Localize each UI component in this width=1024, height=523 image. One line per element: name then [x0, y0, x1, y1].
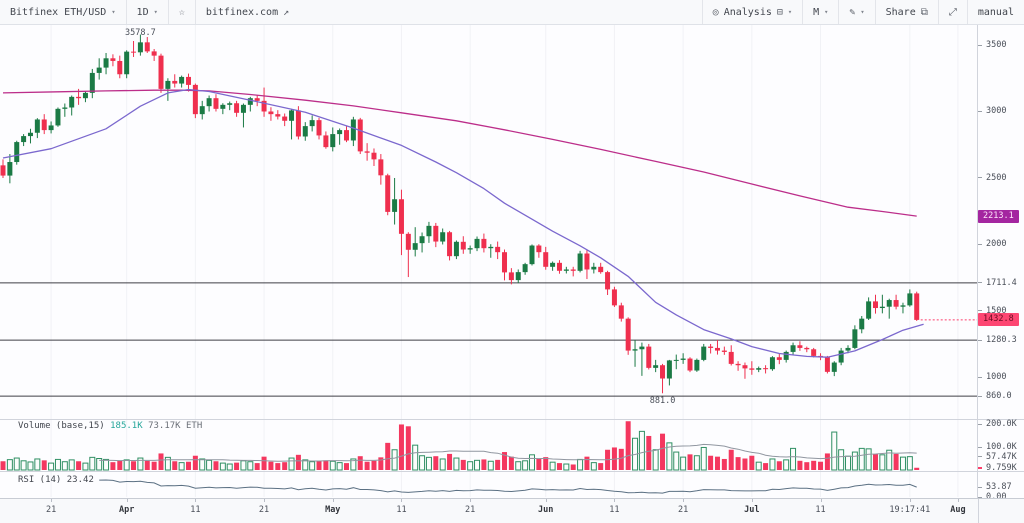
chevron-down-icon: ▾ [860, 8, 865, 16]
chart-style-label: M [813, 6, 820, 18]
fullscreen-button[interactable]: ⤢ [939, 0, 967, 24]
eye-icon: ◎ [712, 6, 719, 18]
time-tick-label: Aug [950, 505, 966, 515]
axis-tick-label: 1000 [978, 372, 1006, 382]
toolbar-divider [937, 0, 939, 24]
toolbar-divider [838, 0, 840, 24]
time-tick-mark [909, 499, 911, 502]
time-axis[interactable]: 21 Apr 11 21 May 11 21 Jun 11 21 Jul 11 19:17:41 Aug [0, 498, 1024, 523]
chart-canvas[interactable] [0, 25, 1024, 498]
volume-legend: Volume (base,15) 185.1K 73.17K ETH [18, 421, 202, 431]
time-tick-label: 11 [609, 505, 620, 515]
axis-tick-label: 3000 [978, 106, 1006, 116]
chevron-down-icon: ▾ [111, 8, 116, 16]
axis-tick-label: 1500 [978, 306, 1006, 316]
time-tick-mark [614, 499, 616, 502]
axis-tick-label: 9.759K [978, 463, 1017, 473]
source-link[interactable]: bitfinex.com ↗ [196, 0, 299, 24]
panel-layout-icon: ⊟ [776, 6, 783, 18]
chart-area[interactable]: 3578.7 881.0 Volume (base,15) 185.1K 73.… [0, 25, 1024, 502]
axis-tick-label: 57.47K [978, 452, 1017, 462]
rsi-legend: RSI (14) 23.42 [18, 475, 94, 485]
toolbar-divider [802, 0, 804, 24]
toolbar-divider [125, 0, 127, 24]
symbol-label: Bitfinex ETH/USD [10, 6, 107, 18]
axis-tick-label: 53.87 [978, 482, 1012, 492]
axis-tick-label: 1711.4 [978, 278, 1017, 288]
axis-corner-divider [978, 499, 979, 523]
axis-tick-label: 2500 [978, 173, 1006, 183]
time-tick-mark [470, 499, 472, 502]
chevron-down-icon: ▾ [824, 8, 829, 16]
time-tick-label: 11 [396, 505, 407, 515]
time-tick-mark [683, 499, 685, 502]
volume-ma-value: 185.1K [110, 421, 143, 431]
time-tick-mark [51, 499, 53, 502]
time-tick-label: 19:17:41 [889, 505, 931, 515]
time-tick-label: 21 [678, 505, 689, 515]
interval-label: 1D [136, 6, 149, 18]
toolbar-divider [874, 0, 876, 24]
time-tick-mark [332, 499, 334, 502]
time-tick-label: 21 [258, 505, 270, 515]
time-tick-mark [264, 499, 266, 502]
axis-tick-label: 200.0K [978, 419, 1017, 429]
time-tick-label: May [325, 505, 341, 515]
axis-tick-label: 2000 [978, 239, 1006, 249]
time-tick-mark [545, 499, 547, 502]
axis-tick-label: 3500 [978, 40, 1006, 50]
draw-button[interactable]: ✎ ▾ [839, 0, 874, 24]
axis-tick-label: 1280.3 [978, 335, 1017, 345]
external-link-icon: ↗ [283, 6, 290, 18]
low-annotation: 881.0 [649, 396, 676, 407]
toolbar-divider [966, 0, 968, 24]
favorite-button[interactable]: ☆ [169, 0, 195, 24]
chart-style-button[interactable]: M ▾ [803, 0, 838, 24]
source-link-label: bitfinex.com [205, 6, 279, 18]
price-badge: 1432.8 [978, 313, 1019, 327]
time-tick-label: 21 [45, 505, 57, 515]
time-tick-label: Apr [118, 505, 135, 515]
pencil-icon: ✎ [849, 6, 856, 18]
manual-button[interactable]: manual [977, 6, 1014, 18]
symbol-selector[interactable]: Bitfinex ETH/USD ▾ [0, 0, 126, 24]
time-tick-mark [401, 499, 403, 502]
toolbar-divider [194, 0, 196, 24]
time-tick-label: 11 [190, 505, 201, 515]
expand-arrows-icon: ⤢ [948, 6, 957, 18]
time-tick-mark [957, 499, 959, 502]
time-tick-label: Jun [538, 505, 554, 515]
interval-selector[interactable]: 1D ▾ [127, 0, 168, 24]
time-tick-label: Jul [744, 505, 760, 515]
chevron-down-icon: ▾ [153, 8, 158, 16]
toolbar-spacer [299, 0, 702, 24]
time-tick-label: 21 [465, 505, 476, 515]
toolbar: Bitfinex ETH/USD ▾ 1D ▾ ☆ bitfinex.com ↗… [0, 0, 1024, 25]
chevron-down-icon: ▾ [787, 8, 793, 16]
star-icon: ☆ [178, 6, 185, 18]
time-tick-mark [751, 499, 753, 502]
price-badge: 2213.1 [978, 209, 1019, 223]
time-tick-mark [195, 499, 197, 502]
toolbar-divider [167, 0, 169, 24]
volume-legend-title: Volume (base,15) [18, 421, 105, 431]
share-label: Share [885, 6, 916, 18]
time-tick-mark [126, 499, 128, 502]
share-button[interactable]: Share ⧉ [876, 0, 938, 24]
analysis-button[interactable]: ◎ Analysis ⊟ ▾ [703, 0, 802, 24]
axis-tick-label: 0.00 [978, 492, 1006, 502]
high-annotation: 3578.7 [125, 27, 156, 38]
analysis-label: Analysis [723, 6, 772, 18]
time-tick-mark [820, 499, 822, 502]
toolbar-divider [701, 0, 703, 24]
price-axis[interactable]: 3500 3000 2500 2000 1711.4 1500 1280.3 1000 860.… [978, 25, 1024, 502]
share-external-icon: ⧉ [920, 6, 928, 18]
time-tick-label: 11 [815, 505, 826, 515]
volume-last-value: 73.17K ETH [148, 421, 203, 431]
axis-tick-label: 100.0K [978, 442, 1017, 452]
axis-tick-label: 860.0 [978, 391, 1012, 401]
